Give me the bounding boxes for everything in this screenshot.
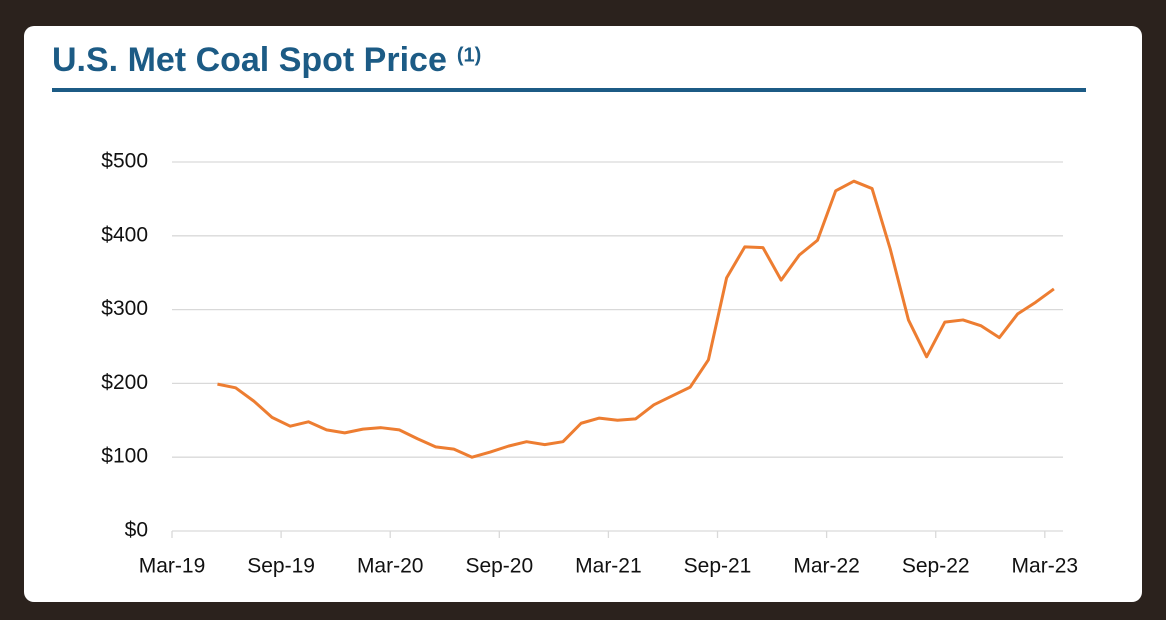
x-tick-label: Mar-23 [1012, 555, 1079, 578]
y-tick-label: $400 [101, 223, 148, 246]
x-tick-label: Sep-20 [465, 555, 533, 578]
line-series [217, 179, 1055, 459]
title-rule [52, 88, 1086, 92]
y-tick-label: $200 [101, 371, 148, 394]
x-tick-label: Mar-20 [357, 555, 424, 578]
x-tick-label: Mar-22 [793, 555, 860, 578]
title-note: (1) [457, 44, 481, 66]
y-tick-label: $0 [125, 519, 148, 542]
x-tick-label: Sep-22 [902, 555, 970, 578]
x-tick-label: Sep-19 [247, 555, 315, 578]
y-tick-label: $100 [101, 445, 148, 468]
panel [24, 26, 1142, 602]
x-tick-label: Mar-19 [139, 555, 206, 578]
x-tick-label: Mar-21 [575, 555, 642, 578]
y-tick-label: $300 [101, 297, 148, 320]
x-tick-label: Sep-21 [684, 555, 752, 578]
chart-title: U.S. Met Coal Spot Price [52, 41, 447, 79]
y-tick-label: $500 [101, 150, 148, 173]
